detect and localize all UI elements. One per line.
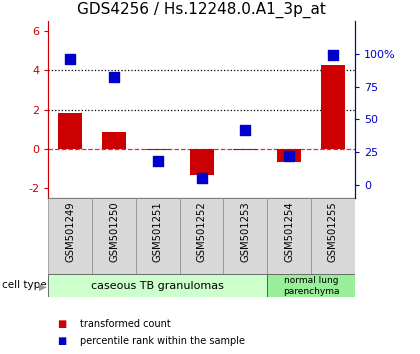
Bar (136, 198, 180, 274)
Text: caseous TB granulomas: caseous TB granulomas (92, 281, 224, 291)
Point (67, 56, 74, 62)
Point (242, 127, 249, 132)
Text: normal lung
parenchyma: normal lung parenchyma (283, 276, 339, 296)
Point (155, 158, 161, 164)
Point (198, 175, 205, 181)
Bar (189, 149, 214, 175)
Text: ■: ■ (57, 319, 66, 329)
Text: GSM501255: GSM501255 (328, 201, 338, 262)
Text: transformed count: transformed count (80, 319, 171, 329)
Point (330, 52, 336, 58)
Point (110, 75, 117, 80)
Text: cell type: cell type (2, 280, 47, 290)
Text: percentile rank within the sample: percentile rank within the sample (80, 336, 245, 346)
Bar (223, 198, 267, 274)
Text: GSM501254: GSM501254 (284, 201, 294, 262)
Bar (92, 198, 136, 274)
Text: GSM501253: GSM501253 (240, 201, 250, 262)
Bar (267, 274, 355, 297)
Bar (146, 149, 170, 150)
Text: GSM501251: GSM501251 (153, 201, 163, 262)
Bar (234, 149, 257, 150)
Point (286, 153, 293, 159)
Bar (48, 274, 267, 297)
Bar (58, 113, 82, 149)
Bar (277, 149, 301, 162)
Text: GSM501252: GSM501252 (197, 201, 207, 262)
Bar (267, 198, 311, 274)
Text: GSM501250: GSM501250 (109, 201, 119, 262)
Bar (102, 132, 126, 149)
Bar (321, 64, 345, 149)
Text: GSM501249: GSM501249 (65, 201, 75, 262)
Bar (180, 198, 223, 274)
Title: GDS4256 / Hs.12248.0.A1_3p_at: GDS4256 / Hs.12248.0.A1_3p_at (77, 2, 326, 18)
Bar (48, 198, 92, 274)
Text: ■: ■ (57, 336, 66, 346)
Bar (311, 198, 355, 274)
Text: ▶: ▶ (39, 282, 47, 292)
